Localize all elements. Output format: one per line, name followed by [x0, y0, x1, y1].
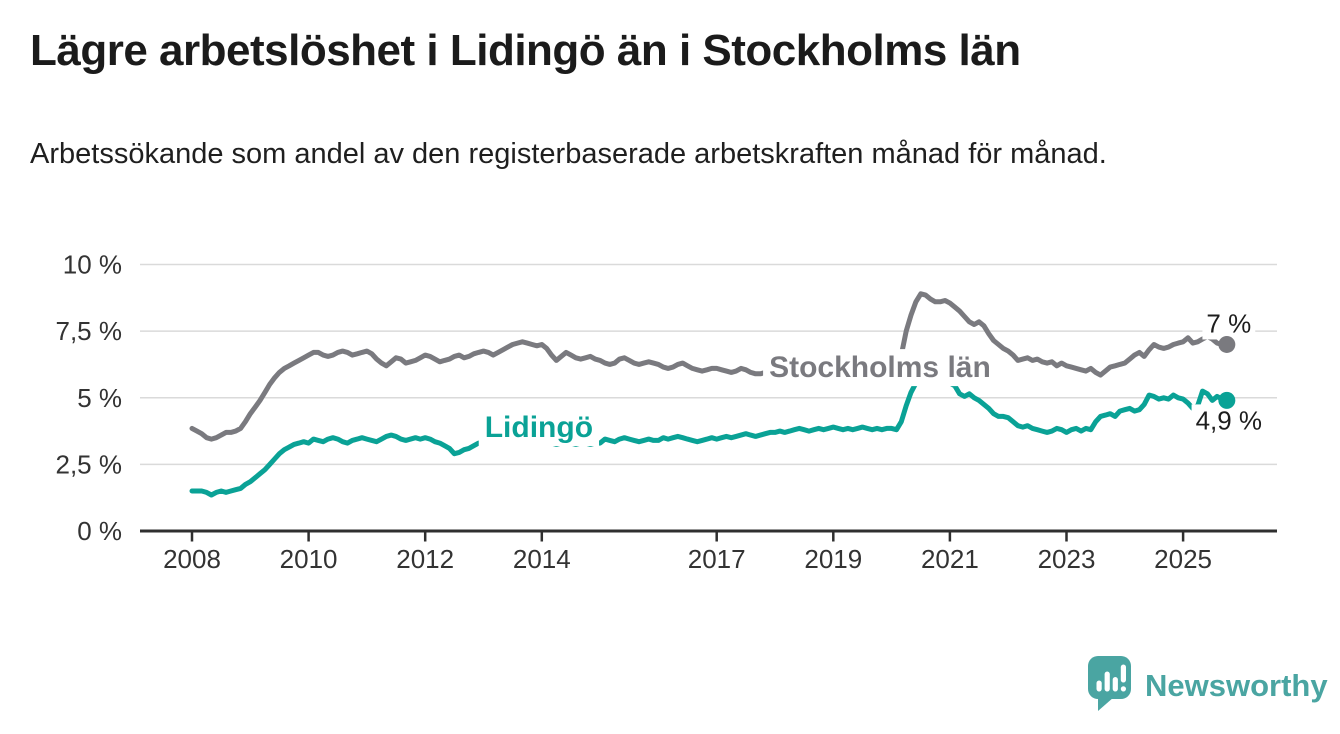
y-axis-label: 10 %	[63, 250, 122, 280]
series-line-stockholms-lan	[189, 291, 1230, 442]
series-label-lidingo: Lidingö	[485, 411, 593, 444]
x-axis-label: 2008	[163, 544, 221, 574]
x-axis-label: 2023	[1038, 544, 1096, 574]
chart-subtitle: Arbetssökande som andel av den registerb…	[30, 138, 1107, 170]
series-line-lidingo	[189, 375, 1230, 498]
x-axis-label: 2017	[688, 544, 746, 574]
series-label-stockholms-lan: Stockholms län	[769, 351, 991, 384]
end-value-label-stockholms-lan: 7 %	[1206, 308, 1251, 338]
end-value-label-lidingo-backdrop	[1191, 404, 1267, 437]
page-title: Lägre arbetslöshet i Lidingö än i Stockh…	[30, 26, 1021, 75]
end-value-label-stockholms-lan-backdrop	[1202, 307, 1256, 340]
y-axis-label: 0 %	[77, 516, 122, 546]
series-end-dot-lidingo	[1218, 391, 1236, 409]
series-label-lidingo-backdrop	[478, 409, 600, 447]
x-axis-label: 2014	[513, 544, 571, 574]
y-axis-label: 5 %	[77, 383, 122, 413]
x-axis-label: 2010	[280, 544, 338, 574]
x-axis-label: 2021	[921, 544, 979, 574]
y-axis-label: 7,5 %	[56, 316, 123, 346]
newsworthy-logo: Newsworthy	[1086, 654, 1328, 717]
end-value-label-lidingo: 4,9 %	[1196, 405, 1263, 435]
y-axis-label: 2,5 %	[56, 449, 123, 479]
x-axis-label: 2019	[804, 544, 862, 574]
newsworthy-bar-chart-speech-bubble-icon	[1086, 654, 1134, 717]
series-end-dot-stockholms-lan	[1218, 335, 1236, 353]
x-axis-label: 2012	[396, 544, 454, 574]
x-axis-label: 2025	[1154, 544, 1212, 574]
newsworthy-logo-text: Newsworthy	[1145, 667, 1328, 703]
series-label-stockholms-lan-backdrop	[763, 349, 997, 387]
